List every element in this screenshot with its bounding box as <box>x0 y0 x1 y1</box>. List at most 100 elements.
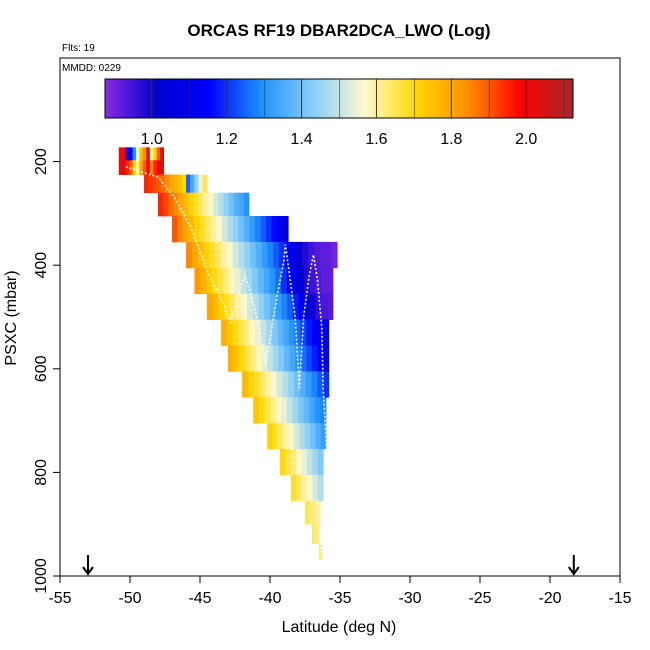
heatmap-cell <box>308 241 315 269</box>
heatmap-cell <box>253 371 260 398</box>
heatmap-cell <box>303 397 310 424</box>
heatmap-cell <box>264 293 271 320</box>
heatmap-cell <box>277 423 284 450</box>
heatmap-cell <box>284 241 292 269</box>
heatmap-cell <box>207 293 214 320</box>
heatmap-cell <box>139 160 144 175</box>
heatmap-cell <box>306 319 313 346</box>
heatmap-cell <box>178 192 184 217</box>
heatmap-cell <box>173 174 178 194</box>
colorbar-tick-label: 1.6 <box>365 131 387 148</box>
heatmap-cell <box>290 449 297 476</box>
heatmap-cell <box>136 147 140 161</box>
heatmap-cell <box>238 192 245 217</box>
heatmap-cell <box>281 397 288 424</box>
flight-endpoint-south-arrow <box>82 555 94 576</box>
heatmap-cell <box>275 293 282 320</box>
heatmap-cell <box>300 319 307 346</box>
heatmap-cell <box>118 147 123 161</box>
heatmap-cell <box>158 192 164 217</box>
heatmap-cell <box>224 293 231 320</box>
heatmap-cell <box>253 397 260 424</box>
heatmap-cell <box>310 293 317 320</box>
y-tick-label: 800 <box>33 459 50 486</box>
heatmap-cell <box>132 147 137 161</box>
heatmap-cell <box>160 147 164 161</box>
heatmap-cell <box>323 319 330 346</box>
y-axis: 200 400 600 800 1000 <box>33 148 60 594</box>
heatmap-cell <box>270 371 278 398</box>
heatmap-cell <box>305 371 312 398</box>
heatmap-cell <box>292 397 299 424</box>
x-tick-label: -30 <box>398 590 421 607</box>
date-annotation: MMDD: 0229 <box>62 63 121 74</box>
heatmap-cell <box>216 215 223 243</box>
heatmap-cell <box>320 423 327 450</box>
heatmap-cell <box>227 215 234 243</box>
heatmap-cell <box>312 449 319 476</box>
heatmap-cell <box>272 345 279 372</box>
heatmap-cell <box>160 160 164 175</box>
heatmap-cell <box>299 423 306 450</box>
heatmap-cell <box>197 241 204 269</box>
heatmap-cell <box>278 345 285 372</box>
heatmap-cell <box>142 160 147 175</box>
heatmap-cell <box>288 371 295 398</box>
heatmap-cell <box>294 371 301 398</box>
heatmap-cell <box>298 397 304 424</box>
heatmap-cell <box>272 423 279 450</box>
heatmap-cell <box>273 241 280 269</box>
heatmap-cell <box>301 474 308 502</box>
heatmap-cell <box>269 267 276 295</box>
heatmap-cell <box>320 397 327 424</box>
heatmap-cell <box>331 241 338 269</box>
heatmap-cell <box>290 241 297 269</box>
heatmap-cell <box>233 192 240 217</box>
heatmap-cell <box>233 345 240 372</box>
heatmap-cell <box>260 319 267 346</box>
heatmap-cell <box>315 293 322 320</box>
heatmap-cell <box>305 500 311 525</box>
heatmap-cell <box>215 241 222 269</box>
heatmap-cell <box>146 160 151 175</box>
heatmap-cell <box>247 293 254 320</box>
heatmap-cell <box>249 319 256 346</box>
heatmap-cell <box>327 293 334 320</box>
marker-head <box>82 566 94 576</box>
heatmap-cell <box>252 267 259 295</box>
heatmap-cell <box>296 241 303 269</box>
heatmap-cell <box>327 267 334 295</box>
heatmap-cell <box>221 215 228 243</box>
heatmap-cell <box>186 241 193 269</box>
heatmap-cell <box>255 215 261 243</box>
heatmap-cell <box>153 160 158 175</box>
heatmap-cell <box>288 423 295 450</box>
heatmap-cell <box>190 174 195 194</box>
heatmap-cell <box>139 147 144 161</box>
flight-markers <box>82 555 580 576</box>
colorbar-tick-label: 1.2 <box>216 131 238 148</box>
heatmap-cell <box>317 345 324 372</box>
heatmap-cell <box>266 319 273 346</box>
heatmap-cell <box>149 160 154 175</box>
colorbar-tick-label: 2.0 <box>515 131 537 148</box>
colorbar-tick-label: 1.8 <box>440 131 462 148</box>
heatmap-cell <box>199 215 206 243</box>
heatmap-cell <box>177 174 183 194</box>
heatmap-cell <box>302 241 309 269</box>
heatmap-cell <box>277 215 284 243</box>
heatmap-cell <box>275 397 282 424</box>
heatmap-cell <box>173 192 179 217</box>
heatmap-cell <box>259 371 266 398</box>
heatmap-cells <box>118 147 338 560</box>
colorbar-tick-label: 1.4 <box>290 131 312 148</box>
heatmap-cell <box>244 345 251 372</box>
heatmap-cell <box>223 267 230 295</box>
heatmap-cell <box>247 371 254 398</box>
heatmap-cell <box>312 474 319 502</box>
heatmap-cell <box>309 397 316 424</box>
heatmap-cell <box>250 345 257 372</box>
heatmap-cell <box>314 397 321 424</box>
heatmap-cell <box>211 267 218 295</box>
heatmap-cell <box>321 293 328 320</box>
